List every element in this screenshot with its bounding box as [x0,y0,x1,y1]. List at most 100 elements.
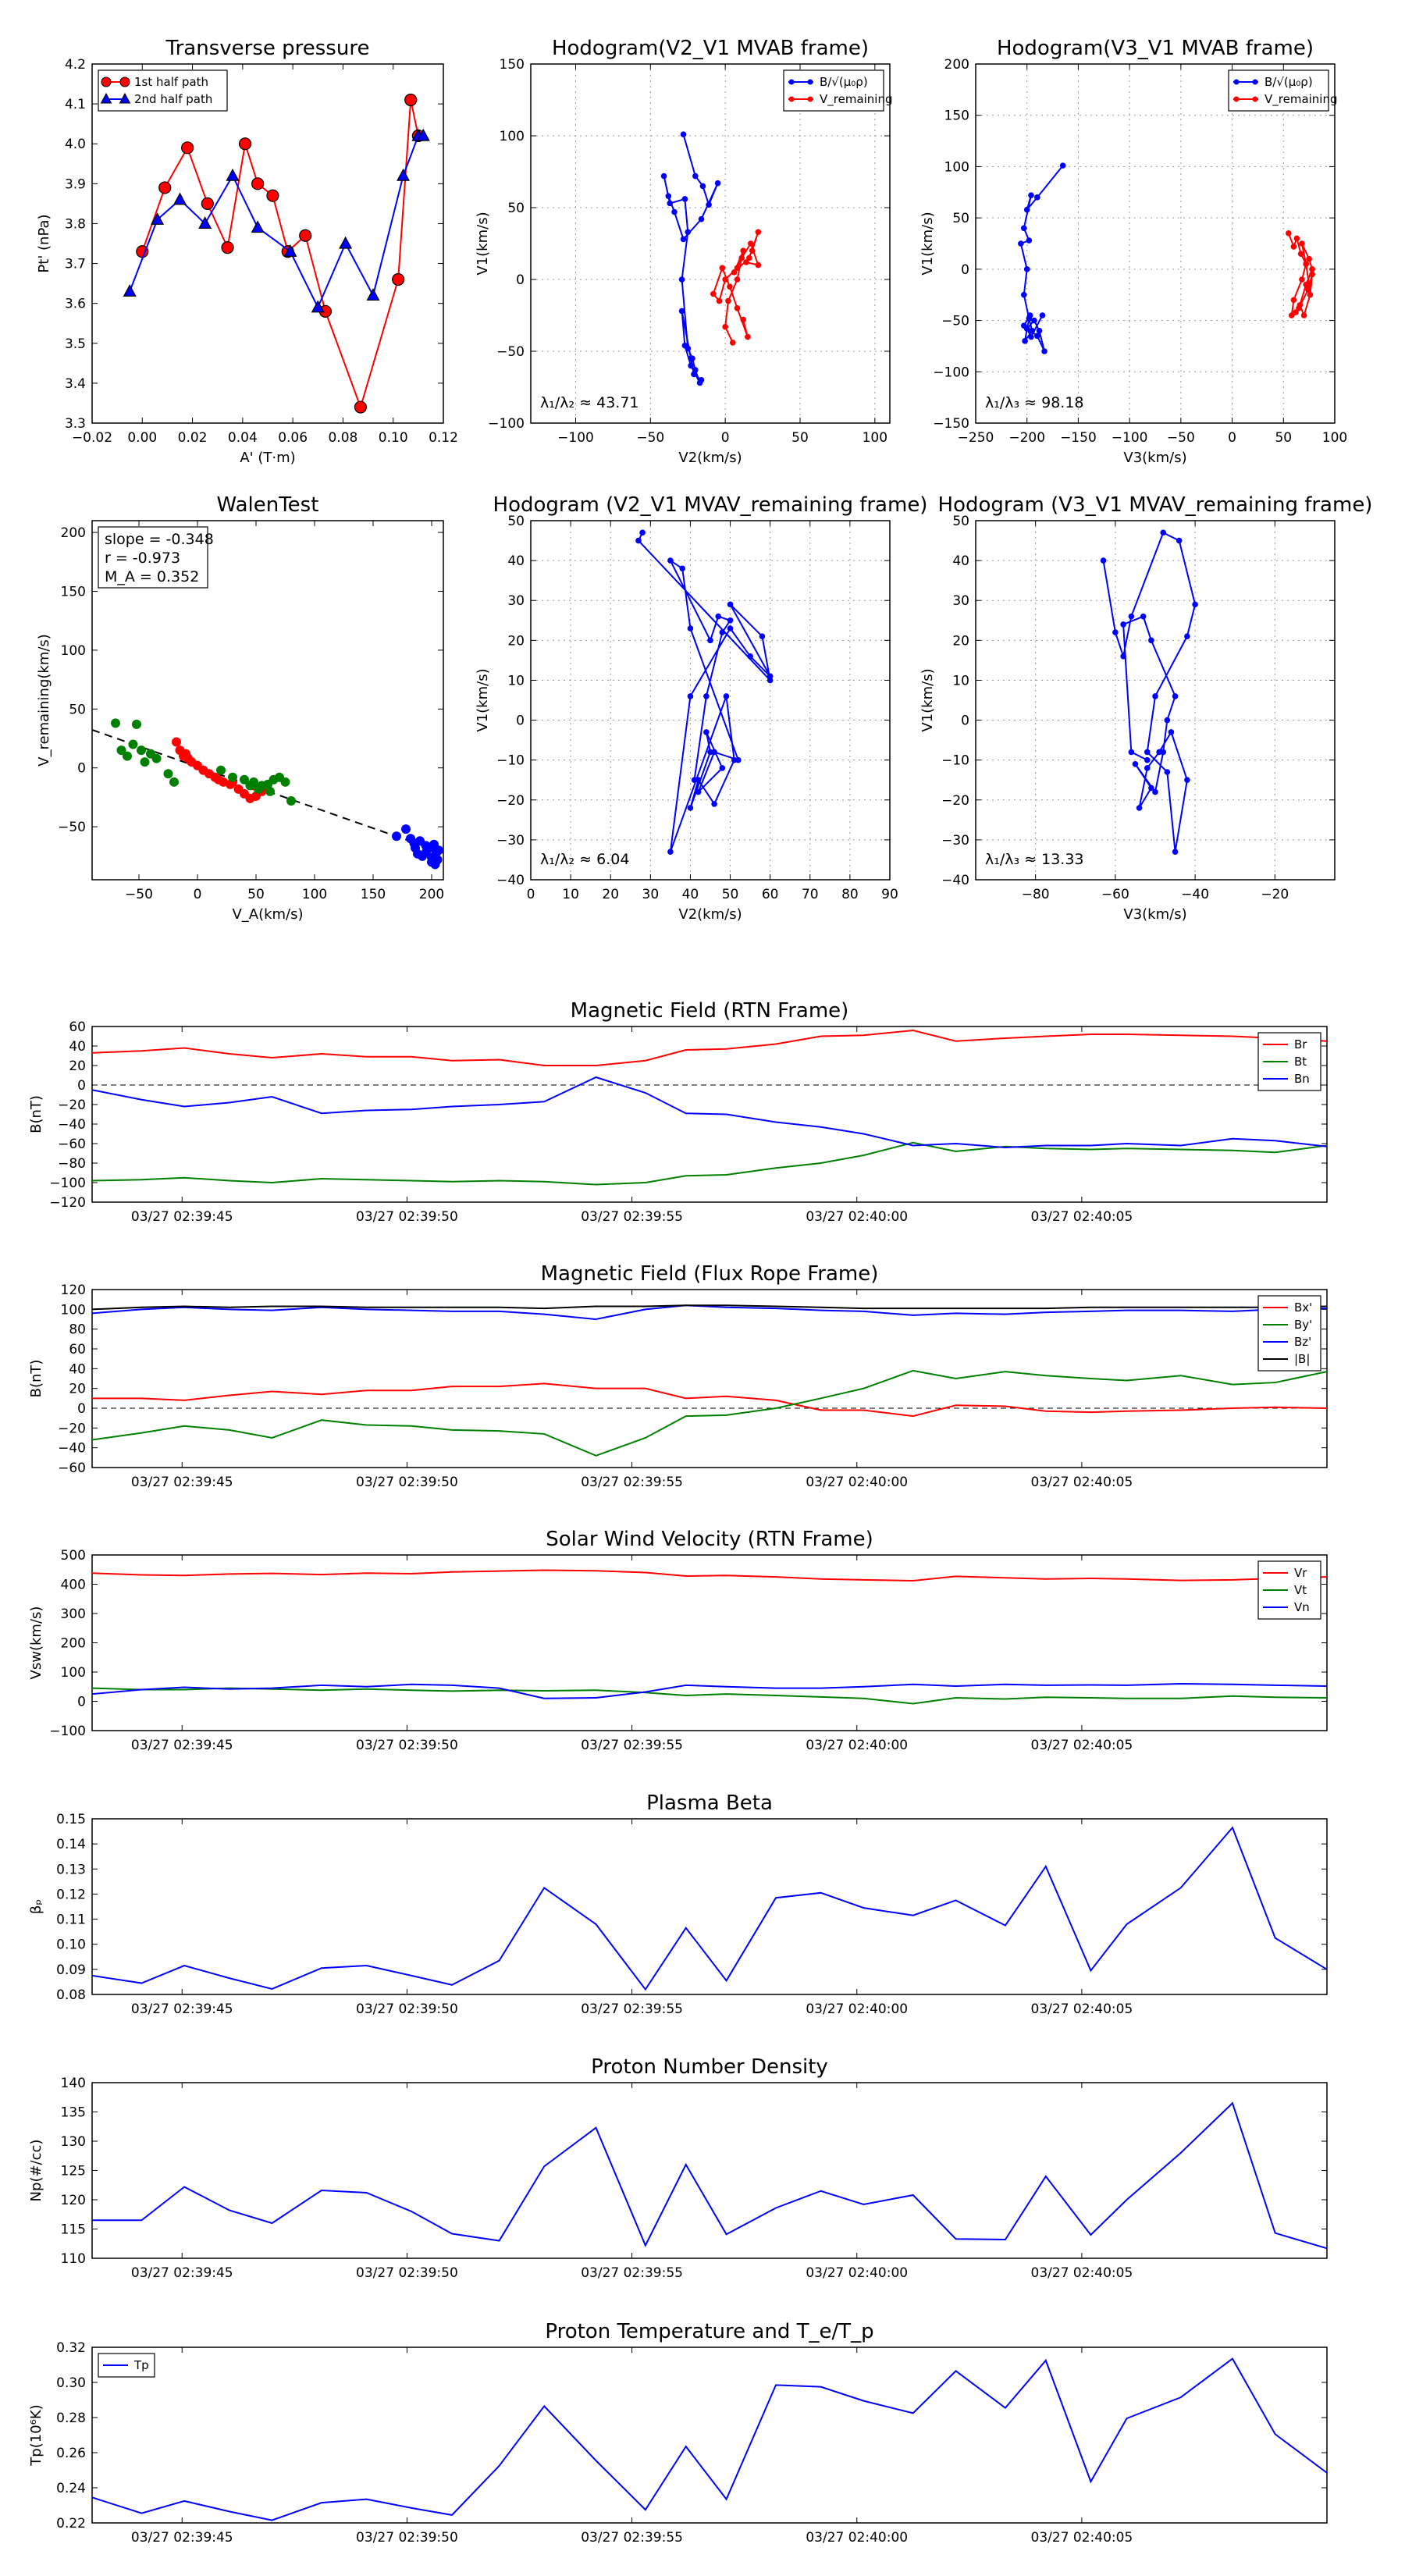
data-point [1176,537,1183,544]
data-point [745,333,751,340]
x-tick-label: 03/27 02:40:05 [1031,1209,1133,1225]
plot-frame [530,63,891,424]
series-line-Np [92,2101,1327,2250]
x-tick-label: 03/27 02:40:05 [1031,2530,1133,2546]
data-point [711,801,717,807]
data-point [1184,777,1190,784]
data-point [687,805,694,811]
data-point [286,795,296,806]
y-tick-label: 0.09 [56,1962,86,1978]
y-axis-label: V1(km/s) [919,212,936,275]
chart-title: Proton Temperature and T_e/T_p [545,2320,873,2343]
y-tick-label: 130 [61,2134,86,2150]
y-tick-label: −100 [933,365,969,380]
data-point [1305,286,1311,293]
legend-label: B/√(μ₀ρ) [820,75,868,89]
data-point [251,220,265,233]
x-tick-label: 10 [562,887,579,902]
y-tick-label: −40 [941,873,969,888]
plot-frame [91,520,444,881]
x-tick-label: 03/27 02:39:50 [356,2530,458,2546]
legend-label: |B| [1294,1352,1310,1366]
data-point [151,753,162,763]
data-point [665,193,672,200]
data-point [716,297,723,304]
y-tick-label: 0.12 [56,1887,86,1902]
y-tick-label: 0 [77,761,86,777]
x-tick-label: −50 [1167,430,1195,446]
data-point [691,371,697,378]
chart-tp_temp: 03/27 02:39:45 03/27 02:39:50 03/27 02:39:… [28,2320,1328,2546]
stat-slope: slope = -0.348 [105,531,214,548]
y-axis-label: Pt' (nPa) [36,214,52,272]
data-point [734,305,741,311]
chart-title: Hodogram(V3_V1 MVAB frame) [997,37,1314,60]
x-tick-label: −250 [958,430,994,446]
data-point [1297,251,1304,257]
x-axis-label: A' (T·m) [240,450,295,466]
x-tick-label: 50 [1275,430,1292,446]
x-tick-label: −60 [1101,887,1129,902]
data-point [1172,849,1179,856]
y-tick-label: 3.7 [65,257,86,272]
x-tick-label: 0 [527,887,535,902]
chart-mag_rtn: 03/27 02:39:45 03/27 02:39:50 03/27 02:39:… [28,999,1328,1225]
legend-label: Bz' [1294,1335,1311,1349]
x-tick-label: 03/27 02:40:00 [806,1209,908,1225]
plot-frame [91,1818,1328,1995]
data-point [687,625,694,632]
x-tick-label: 0.00 [127,430,157,446]
data-point [116,745,126,756]
plot-area [92,1569,1327,1705]
data-point [311,300,325,313]
data-point [1307,291,1314,298]
data-point [366,288,380,301]
data-point [706,201,712,208]
x-tick-label: 03/27 02:39:45 [131,2530,233,2546]
data-point [421,841,431,851]
y-tick-label: 50 [507,201,525,216]
data-point [151,212,165,225]
data-point [688,355,694,362]
x-tick-label: 03/27 02:39:45 [131,1209,233,1225]
y-tick-label: 0.14 [56,1837,86,1852]
series-line-hodogram [1102,531,1197,852]
series-line-beta [92,1826,1327,1991]
legend-marker [119,76,130,87]
legend-label: Bn [1294,1072,1310,1086]
data-point [727,617,734,624]
data-point [711,749,717,756]
series-line-B/√(μ₀ρ) [663,133,719,383]
y-axis-label: B(nT) [28,1360,44,1398]
x-tick-label: 0.02 [178,430,208,446]
y-tick-label: −50 [58,820,86,835]
chart-np: 03/27 02:39:45 03/27 02:39:50 03/27 02:39:… [28,2055,1328,2281]
data-point [738,254,745,262]
y-tick-label: 0 [77,1078,86,1094]
data-point [1041,348,1048,354]
x-tick-label: 50 [722,887,739,902]
x-tick-label: 03/27 02:39:55 [581,1209,683,1225]
data-point [416,128,430,141]
x-tick-label: 03/27 02:40:00 [806,2001,908,2017]
data-point [759,633,766,640]
data-point [639,529,646,536]
data-point [747,653,753,660]
series-line-hodogram [637,532,772,852]
data-point [749,247,756,254]
y-tick-label: 400 [61,1578,86,1593]
data-point [1172,693,1179,699]
legend-label: Bx' [1294,1300,1312,1315]
data-point [221,241,234,254]
stat-r: r = -0.973 [105,550,180,567]
y-tick-label: 40 [952,553,969,569]
plot-area [92,718,443,870]
series-line-Tp [92,2357,1327,2521]
data-point [698,215,705,222]
data-point [1059,162,1066,169]
series-line-Br [92,1029,1327,1066]
x-tick-label: 03/27 02:39:50 [356,2001,458,2017]
y-axis-label: Vsw(km/s) [28,1606,44,1680]
y-tick-label: 0 [961,262,969,278]
y-tick-label: 0.22 [56,2516,86,2532]
